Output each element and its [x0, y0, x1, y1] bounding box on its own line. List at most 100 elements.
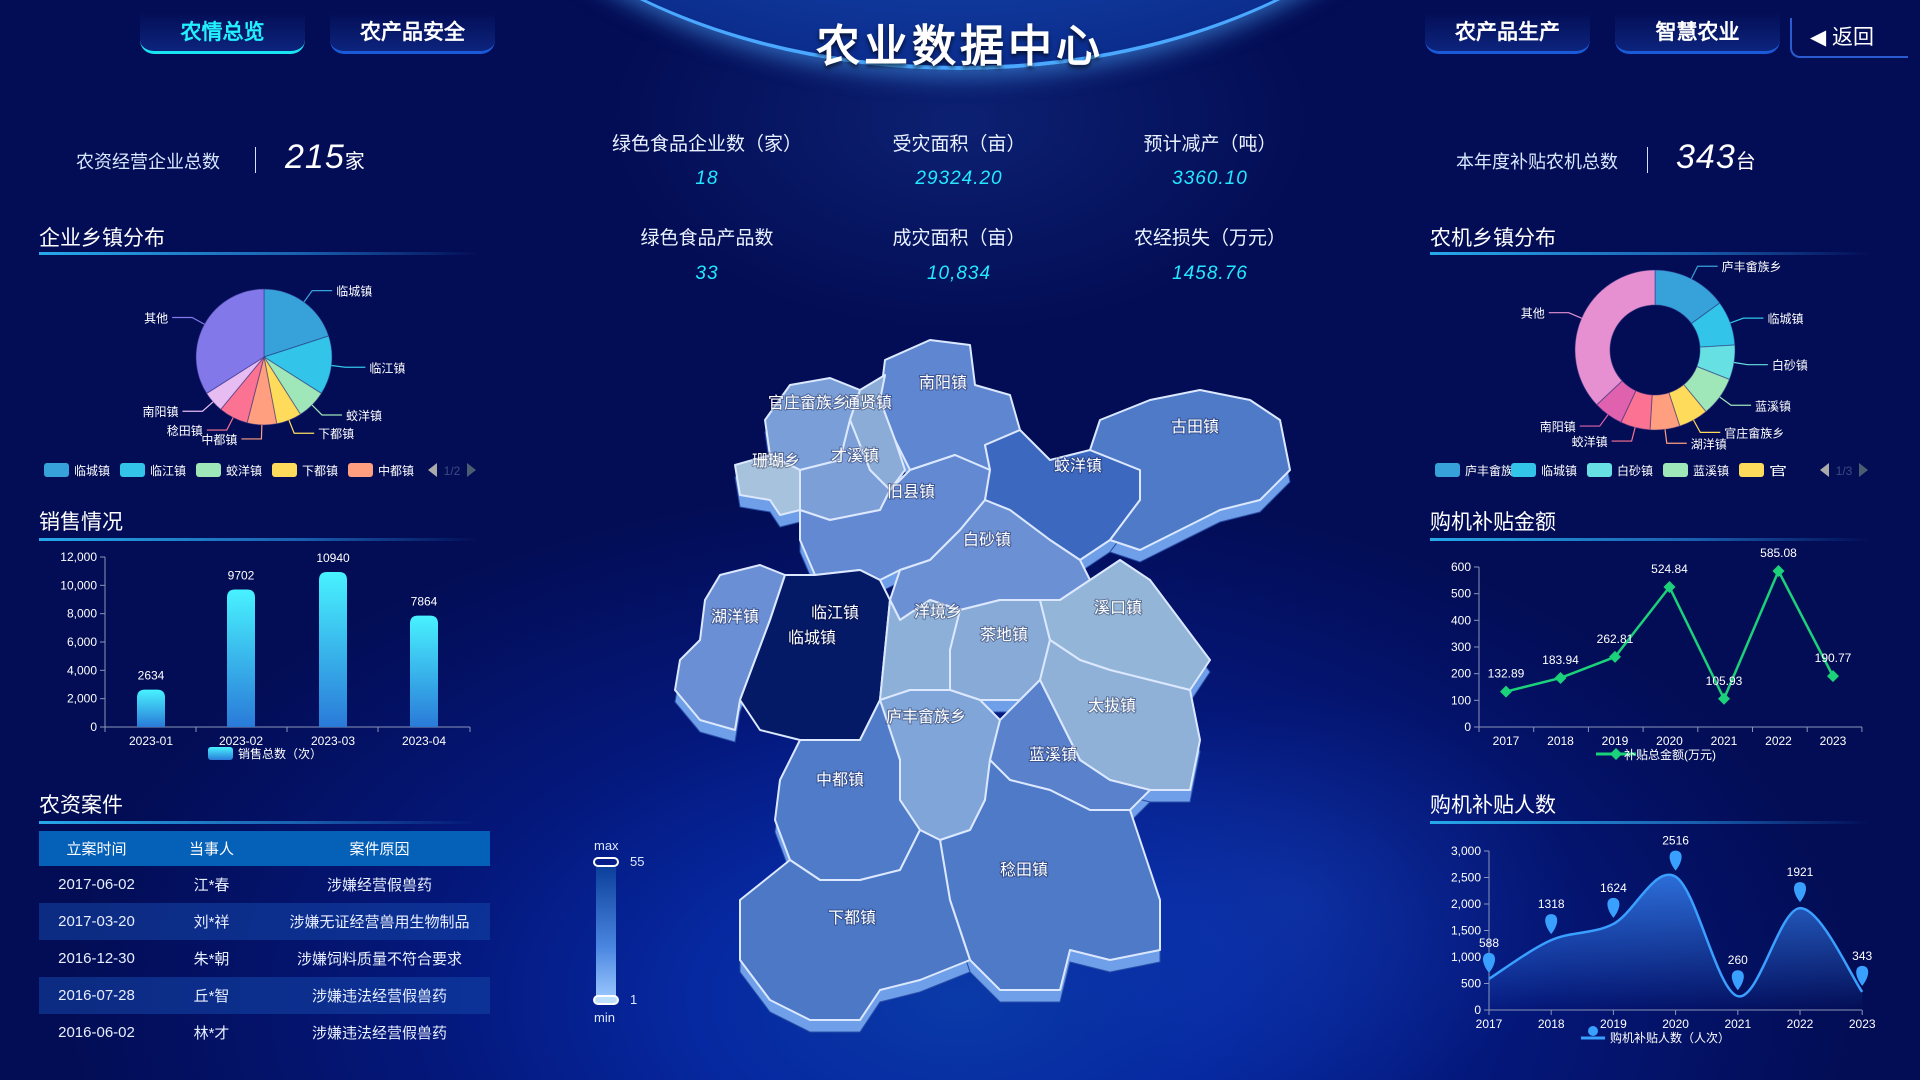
pie-label: 南阳镇 [1540, 419, 1576, 434]
cell-party: 朱*朝 [193, 951, 230, 968]
pie-slice[interactable] [195, 288, 265, 395]
data-label: 585.08 [1760, 546, 1797, 560]
legend-next-icon[interactable] [467, 463, 476, 477]
kpi-enterprise-value: 215家 [285, 138, 365, 177]
legend-swatch[interactable] [196, 463, 221, 477]
table-row[interactable]: 2017-03-20 刘*祥 涉嫌无证经营兽用生物制品 [39, 903, 490, 940]
pie-label: 稔田镇 [167, 424, 203, 438]
section-underline [1430, 821, 1870, 824]
pin-marker[interactable] [1607, 897, 1620, 918]
data-point[interactable] [1718, 692, 1730, 705]
y-tick-label: 1,500 [1451, 924, 1481, 938]
x-tick-label: 2023-02 [219, 734, 263, 748]
kpi-value: 343 [1676, 138, 1736, 176]
tab-overview[interactable]: 农情总览 [140, 12, 305, 54]
data-point[interactable] [1772, 564, 1785, 577]
pin-marker[interactable] [1669, 850, 1682, 871]
legend-swatch[interactable] [1511, 463, 1536, 477]
x-tick-label: 2022 [1765, 734, 1792, 748]
pin-marker[interactable] [1794, 882, 1806, 903]
pin-marker[interactable] [1731, 970, 1744, 991]
map-region-label: 茶地镇 [980, 626, 1028, 644]
area-line [1488, 873, 1864, 998]
data-point[interactable] [1500, 685, 1512, 698]
legend-swatch[interactable] [1587, 463, 1612, 477]
data-point[interactable] [1554, 671, 1567, 684]
legend-prev-icon[interactable] [1820, 463, 1829, 477]
y-tick-label: 3,000 [1451, 844, 1481, 858]
legend-swatch[interactable] [1739, 463, 1764, 477]
back-button[interactable]: ◀ 返回 [1790, 18, 1908, 58]
section-underline [1430, 252, 1870, 255]
visual-map-min-handle[interactable] [593, 995, 619, 1005]
y-tick-label: 1,000 [1451, 950, 1481, 964]
legend-prev-icon[interactable] [428, 463, 437, 477]
section-underline [39, 538, 479, 541]
legend-next-icon[interactable] [1859, 463, 1868, 477]
y-tick-label: 300 [1451, 640, 1471, 654]
visual-map-min-value: 1 [630, 992, 638, 1007]
map-region-label: 蓝溪镇 [1029, 746, 1077, 764]
pie-slice[interactable] [263, 288, 330, 358]
legend-swatch [208, 747, 233, 760]
pie-label: 中都镇 [201, 432, 237, 447]
table-row[interactable]: 2017-06-02 江*春 涉嫌经营假兽药 [39, 866, 490, 903]
chart-subsidy-amount: 0 100 200 300 400 500 600 2017 2018 2019 2020 2021 2… [1451, 546, 1863, 762]
pie-slice[interactable] [262, 335, 333, 395]
bar[interactable] [137, 689, 165, 727]
stat-label: 绿色食品产品数 [640, 228, 774, 249]
legend-swatch[interactable] [1663, 463, 1688, 477]
bar[interactable] [410, 615, 438, 727]
pie-label: 白砂镇 [1772, 358, 1808, 373]
data-point[interactable] [1663, 581, 1676, 594]
pin-marker[interactable] [1856, 965, 1869, 986]
pie-label-line [1664, 429, 1687, 444]
legend-swatch[interactable] [44, 463, 69, 477]
bar-value-label: 9702 [228, 569, 255, 583]
legend-swatch[interactable] [272, 463, 297, 477]
cell-party: 林*才 [193, 1025, 230, 1042]
x-tick-label: 2017 [1476, 1017, 1503, 1031]
kpi-unit: 家 [344, 151, 365, 173]
pie-label: 蛟洋镇 [346, 408, 382, 423]
map-region-下都镇[interactable] [739, 829, 971, 1021]
bar[interactable] [319, 572, 347, 727]
table-row[interactable]: 2016-07-28 丘*智 涉嫌违法经营假兽药 [39, 977, 490, 1014]
x-tick-label: 2023-04 [402, 734, 446, 748]
y-tick-label: 12,000 [60, 550, 97, 564]
map-region-label: 旧县镇 [887, 483, 935, 501]
cell-party: 江*春 [193, 877, 230, 894]
legend-label: 购机补贴人数（人次） [1610, 1030, 1730, 1045]
map-region-古田镇[interactable] [1089, 389, 1291, 551]
pie-slice[interactable] [1574, 269, 1656, 406]
y-tick-label: 600 [1451, 560, 1471, 574]
pie-label: 临城镇 [1767, 312, 1803, 326]
legend-swatch[interactable] [348, 463, 373, 477]
map-region-珊瑚乡[interactable] [734, 454, 801, 516]
stat-label: 成灾面积（亩） [892, 228, 1026, 249]
y-tick-label: 2,000 [1451, 897, 1481, 911]
legend-label: 临江镇 [150, 464, 186, 478]
legend-marker [1610, 748, 1622, 760]
tab-production[interactable]: 农产品生产 [1425, 12, 1590, 54]
map-region-label: 通贤镇 [844, 394, 892, 412]
tab-product-safety[interactable]: 农产品安全 [330, 12, 495, 54]
data-label: 132.89 [1488, 667, 1525, 681]
table-row[interactable]: 2016-12-30 朱*朝 涉嫌饲料质量不符合要求 [39, 940, 490, 977]
pie-label-line [1579, 414, 1609, 427]
data-point[interactable] [1609, 650, 1621, 663]
legend-swatch[interactable] [120, 463, 145, 477]
pin-marker[interactable] [1545, 914, 1558, 935]
legend-swatch[interactable] [1435, 463, 1460, 477]
pin-marker[interactable] [1483, 952, 1495, 973]
data-point[interactable] [1827, 670, 1839, 683]
bar[interactable] [227, 589, 255, 727]
visual-map-max-handle[interactable] [593, 857, 619, 867]
legend-page-indicator: 1/3 [1836, 464, 1853, 478]
table-row[interactable]: 2016-06-02 林*才 涉嫌违法经营假兽药 [39, 1014, 490, 1051]
pie-label-line [1719, 396, 1752, 406]
x-tick-label: 2020 [1662, 1017, 1689, 1031]
tab-smart-agri[interactable]: 智慧农业 [1615, 12, 1780, 54]
